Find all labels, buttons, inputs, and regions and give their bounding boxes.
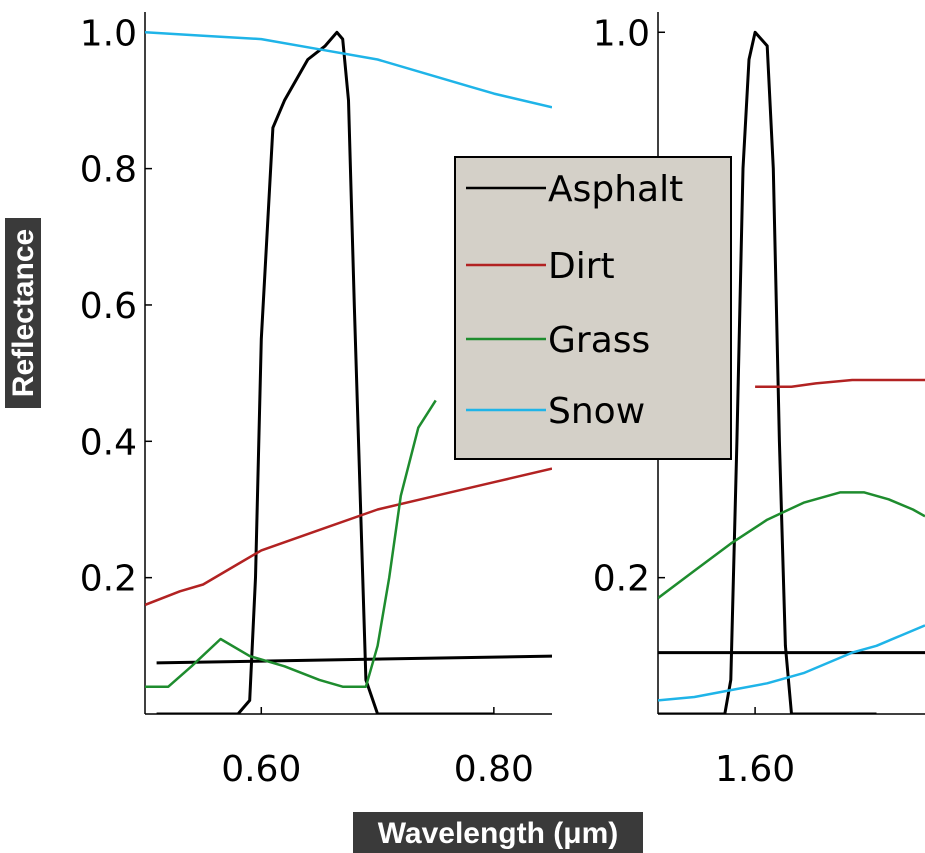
series-line-asphalt bbox=[156, 654, 552, 665]
y-axis-title-text: Reflectance bbox=[7, 229, 40, 397]
panel-infrared-range: 0.2 1.0 1.60 bbox=[593, 12, 925, 790]
y-tick-label: 0.2 bbox=[80, 559, 137, 600]
legend-box bbox=[454, 156, 732, 460]
legend-label-asphalt: Asphalt bbox=[548, 169, 683, 210]
series-line-dirt bbox=[755, 378, 925, 389]
series-line-grass bbox=[658, 491, 925, 600]
series-line-asphalt bbox=[658, 30, 877, 714]
x-axis-title: Wavelength (μm) bbox=[353, 812, 643, 853]
x-axis-title-text: Wavelength (μm) bbox=[378, 817, 619, 850]
series-group bbox=[145, 30, 552, 714]
series-line-snow bbox=[658, 624, 925, 702]
y-tick-label: 1.0 bbox=[593, 13, 650, 54]
series-group bbox=[658, 30, 925, 714]
series-line-asphalt bbox=[156, 30, 494, 714]
legend-label-snow: Snow bbox=[548, 391, 645, 432]
x-tick-label: 0.60 bbox=[221, 749, 301, 790]
legend-label-dirt: Dirt bbox=[548, 246, 615, 287]
x-axis-title-bg bbox=[353, 812, 643, 853]
y-tick-label: 1.0 bbox=[80, 13, 137, 54]
y-tick-label: 0.4 bbox=[80, 422, 137, 463]
x-tick-label: 0.80 bbox=[454, 749, 534, 790]
series-line-dirt bbox=[145, 467, 552, 607]
y-axis-title-bg bbox=[5, 218, 41, 408]
y-axis-title: Reflectance bbox=[5, 218, 41, 408]
legend-label-grass: Grass bbox=[548, 320, 650, 361]
x-tick-label: 1.60 bbox=[715, 749, 795, 790]
series-line-snow bbox=[145, 31, 552, 109]
y-tick-label: 0.6 bbox=[80, 286, 137, 327]
series-line-grass bbox=[145, 399, 437, 688]
panel-visible-range: 0.2 0.4 0.6 0.8 1.0 0.60 0.80 bbox=[80, 12, 552, 790]
y-tick-label: 0.2 bbox=[593, 559, 650, 600]
legend: Asphalt Dirt Grass Snow bbox=[454, 156, 732, 460]
y-tick-label: 0.8 bbox=[80, 150, 137, 191]
